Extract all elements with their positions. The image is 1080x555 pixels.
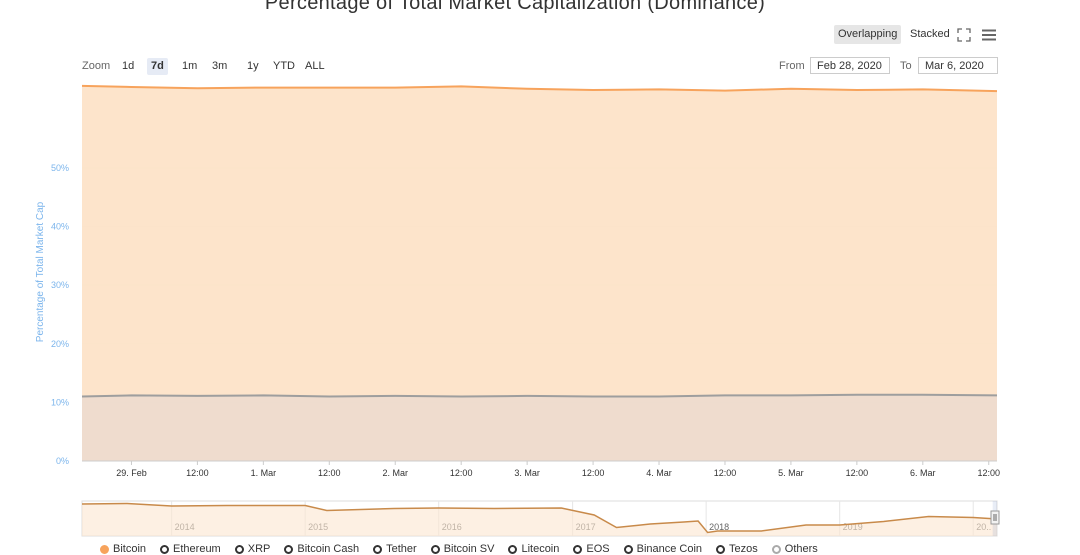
to-label: To bbox=[900, 60, 912, 72]
legend-item[interactable]: Bitcoin SV bbox=[430, 543, 495, 555]
legend-label: Others bbox=[784, 543, 818, 555]
y-tick-label: 0% bbox=[56, 456, 69, 466]
x-tick-label: 29. Feb bbox=[116, 468, 147, 478]
series-line-1[interactable] bbox=[81, 393, 998, 398]
navigator-line bbox=[81, 502, 998, 534]
chart-title: Percentage of Total Market Capitalizatio… bbox=[264, 0, 766, 14]
zoom-button-1d[interactable]: 1d bbox=[122, 60, 135, 72]
legend-item[interactable]: EOS bbox=[573, 543, 610, 555]
x-tick-label: 12:00 bbox=[714, 468, 737, 478]
y-tick-label: 20% bbox=[51, 339, 69, 349]
y-tick-label: 40% bbox=[51, 222, 69, 232]
series-line-0[interactable] bbox=[81, 84, 998, 93]
y-tick-label: 30% bbox=[51, 280, 69, 290]
legend-label: Binance Coin bbox=[636, 543, 703, 555]
from-date-input[interactable]: Feb 28, 2020 bbox=[810, 57, 890, 74]
x-tick-label: 5. Mar bbox=[778, 468, 804, 478]
legend-marker-icon bbox=[100, 544, 109, 554]
legend-item[interactable]: Ethereum bbox=[160, 543, 221, 555]
legend-label: Tether bbox=[386, 543, 417, 555]
x-tick-label: 4. Mar bbox=[646, 468, 672, 478]
legend-item[interactable]: Tezos bbox=[716, 543, 758, 555]
x-tick-label: 12:00 bbox=[582, 468, 605, 478]
legend-marker-icon bbox=[716, 544, 726, 554]
legend: Bitcoin Ethereum XRP Bitcoin Cash Tether Bitc… bbox=[100, 543, 832, 555]
legend-marker-icon bbox=[573, 544, 583, 554]
zoom-button-1y[interactable]: 1y bbox=[247, 60, 259, 72]
navigator-handle[interactable] bbox=[990, 510, 1000, 525]
from-label: From bbox=[779, 60, 805, 72]
legend-item[interactable]: Litecoin bbox=[508, 543, 559, 555]
y-tick-label: 10% bbox=[51, 397, 69, 407]
legend-item[interactable]: XRP bbox=[234, 543, 271, 555]
legend-marker-icon bbox=[284, 544, 294, 554]
legend-label: Tezos bbox=[729, 543, 758, 555]
legend-marker-icon bbox=[160, 544, 170, 554]
x-tick-label: 1. Mar bbox=[251, 468, 277, 478]
navigator-year-label: 2018 bbox=[709, 522, 729, 532]
legend-marker-icon bbox=[373, 544, 383, 554]
zoom-button-7d[interactable]: 7d bbox=[147, 58, 168, 75]
legend-label: XRP bbox=[247, 543, 271, 555]
overlapping-button[interactable]: Overlapping bbox=[834, 25, 902, 44]
x-tick-label: 12:00 bbox=[318, 468, 341, 478]
series-area-1 bbox=[82, 394, 997, 461]
legend-item[interactable]: Binance Coin bbox=[623, 543, 703, 555]
y-tick-label: 50% bbox=[51, 163, 69, 173]
x-tick-label: 3. Mar bbox=[514, 468, 540, 478]
legend-label: Bitcoin SV bbox=[443, 543, 495, 555]
x-tick-label: 12:00 bbox=[450, 468, 473, 478]
fullscreen-icon[interactable] bbox=[957, 28, 971, 42]
legend-label: Litecoin bbox=[521, 543, 560, 555]
legend-label: Bitcoin bbox=[113, 543, 147, 555]
series-area-0 bbox=[82, 85, 997, 462]
legend-marker-icon bbox=[234, 544, 244, 554]
x-tick-label: 12:00 bbox=[977, 468, 1000, 478]
navigator-area bbox=[82, 503, 997, 536]
legend-marker-icon bbox=[771, 544, 781, 554]
zoom-button-ytd[interactable]: YTD bbox=[273, 60, 295, 72]
to-date-input[interactable]: Mar 6, 2020 bbox=[918, 57, 998, 74]
zoom-label: Zoom bbox=[82, 60, 111, 72]
zoom-button-1m[interactable]: 1m bbox=[182, 60, 198, 72]
legend-marker-icon bbox=[623, 544, 633, 554]
legend-item[interactable]: Others bbox=[771, 543, 818, 555]
zoom-button-all[interactable]: ALL bbox=[305, 60, 325, 72]
navigator[interactable]: 20142015201620172018201920.. bbox=[81, 500, 1000, 537]
x-tick-label: 6. Mar bbox=[910, 468, 936, 478]
y-axis-label: Percentage of Total Market Cap bbox=[35, 201, 46, 342]
legend-marker-icon bbox=[508, 544, 518, 554]
x-tick-label: 2. Mar bbox=[382, 468, 408, 478]
zoom-button-3m[interactable]: 3m bbox=[212, 60, 228, 72]
legend-label: Bitcoin Cash bbox=[297, 543, 360, 555]
legend-item[interactable]: Bitcoin bbox=[100, 543, 146, 555]
x-tick-label: 12:00 bbox=[846, 468, 869, 478]
legend-item[interactable]: Bitcoin Cash bbox=[284, 543, 359, 555]
x-tick-label: 12:00 bbox=[186, 468, 209, 478]
legend-label: Ethereum bbox=[173, 543, 221, 555]
stacked-button[interactable]: Stacked bbox=[910, 28, 950, 40]
legend-item[interactable]: Tether bbox=[373, 543, 417, 555]
legend-label: EOS bbox=[586, 543, 610, 555]
legend-marker-icon bbox=[430, 544, 440, 554]
menu-icon[interactable] bbox=[981, 28, 997, 42]
